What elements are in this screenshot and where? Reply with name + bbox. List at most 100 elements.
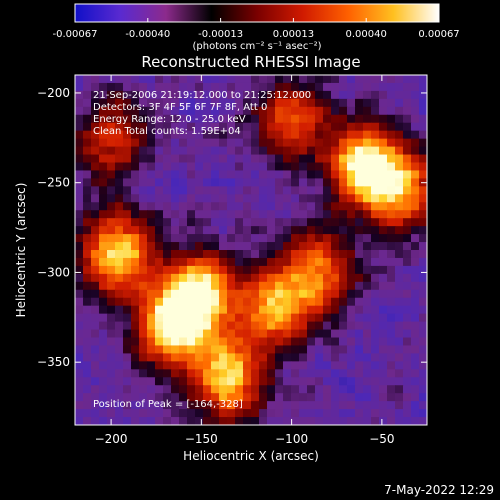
heatmap-cell bbox=[355, 82, 364, 92]
heatmap-cell bbox=[203, 202, 212, 211]
heatmap-cell bbox=[147, 361, 156, 370]
heatmap-cell bbox=[347, 202, 356, 211]
heatmap-cell bbox=[139, 281, 148, 291]
heatmap-cell bbox=[291, 321, 300, 331]
heatmap-cell bbox=[211, 210, 220, 219]
heatmap-cell bbox=[291, 202, 300, 211]
heatmap-cell bbox=[315, 170, 324, 179]
heatmap-cell bbox=[275, 130, 284, 140]
heatmap-cell bbox=[251, 106, 260, 116]
heatmap-cell bbox=[251, 194, 260, 203]
heatmap-cell bbox=[411, 75, 420, 84]
heatmap-cell bbox=[283, 297, 292, 307]
heatmap-cell bbox=[227, 281, 236, 291]
heatmap-cell bbox=[299, 345, 308, 354]
heatmap-cell bbox=[403, 210, 412, 219]
heatmap-cell bbox=[251, 138, 260, 148]
heatmap-cell bbox=[83, 257, 92, 267]
heatmap-cell bbox=[219, 162, 228, 172]
heatmap-cell bbox=[387, 337, 396, 347]
heatmap-cell bbox=[379, 98, 388, 108]
heatmap-cell bbox=[235, 226, 244, 235]
heatmap-cell bbox=[371, 75, 380, 84]
heatmap-cell bbox=[323, 273, 332, 283]
heatmap-cell bbox=[195, 186, 204, 195]
heatmap-cell bbox=[251, 313, 260, 323]
heatmap-cell bbox=[99, 186, 108, 195]
heatmap-cell bbox=[339, 218, 348, 227]
heatmap-cell bbox=[299, 162, 308, 172]
heatmap-cell bbox=[187, 234, 196, 243]
heatmap-cell bbox=[299, 257, 308, 267]
heatmap-cell bbox=[267, 138, 276, 148]
heatmap-cell bbox=[155, 90, 164, 100]
heatmap-cell bbox=[179, 146, 188, 156]
heatmap-cell bbox=[299, 401, 308, 410]
heatmap-cell bbox=[363, 122, 372, 132]
heatmap-cell bbox=[331, 82, 340, 92]
heatmap-cell bbox=[291, 170, 300, 179]
heatmap-cell bbox=[411, 170, 420, 179]
heatmap-cell bbox=[75, 361, 84, 370]
heatmap-cell bbox=[99, 210, 108, 219]
heatmap-cell bbox=[395, 226, 404, 235]
heatmap-cell bbox=[227, 321, 236, 331]
heatmap-cell bbox=[379, 369, 388, 378]
heatmap-cell bbox=[259, 297, 268, 307]
heatmap-cell bbox=[83, 122, 92, 132]
heatmap-cell bbox=[363, 409, 372, 418]
heatmap-cell bbox=[235, 75, 244, 84]
heatmap-cell bbox=[235, 122, 244, 132]
heatmap-cell bbox=[235, 409, 244, 418]
heatmap-cell bbox=[163, 273, 172, 283]
heatmap-cell bbox=[299, 170, 308, 179]
heatmap-cell bbox=[91, 146, 100, 156]
heatmap-cell bbox=[171, 202, 180, 211]
heatmap-cell bbox=[235, 393, 244, 402]
heatmap-cell bbox=[283, 345, 292, 354]
heatmap-cell bbox=[379, 297, 388, 307]
heatmap-cell bbox=[307, 146, 316, 156]
heatmap-cell bbox=[187, 162, 196, 172]
heatmap-cell bbox=[411, 138, 420, 148]
heatmap-cell bbox=[259, 202, 268, 211]
heatmap-cell bbox=[419, 297, 427, 307]
heatmap-cell bbox=[123, 242, 132, 251]
heatmap-cell bbox=[411, 345, 420, 354]
heatmap-cell bbox=[323, 162, 332, 172]
heatmap-cell bbox=[187, 305, 196, 315]
heatmap-cell bbox=[83, 329, 92, 339]
heatmap-cell bbox=[243, 234, 252, 243]
heatmap-cell bbox=[115, 329, 124, 339]
heatmap-cell bbox=[307, 242, 316, 251]
heatmap-cell bbox=[83, 385, 92, 394]
heatmap-cell bbox=[139, 186, 148, 195]
heatmap-cell bbox=[211, 289, 220, 299]
heatmap-cell bbox=[99, 122, 108, 132]
heatmap-cell bbox=[147, 138, 156, 148]
heatmap-cell bbox=[203, 377, 212, 386]
heatmap-cell bbox=[291, 218, 300, 227]
annotation-line: Detectors: 3F 4F 5F 6F 7F 8F, Att 0 bbox=[93, 102, 267, 113]
heatmap-cell bbox=[283, 218, 292, 227]
heatmap-cell bbox=[99, 353, 108, 362]
heatmap-cell bbox=[131, 114, 140, 124]
heatmap-cell bbox=[139, 154, 148, 164]
heatmap-cell bbox=[395, 273, 404, 283]
heatmap-cell bbox=[315, 305, 324, 315]
heatmap-cell bbox=[115, 162, 124, 172]
heatmap-cell bbox=[147, 82, 156, 92]
heatmap-cell bbox=[251, 218, 260, 227]
heatmap-cell bbox=[347, 186, 356, 195]
heatmap-cell bbox=[211, 234, 220, 243]
heatmap-cell bbox=[339, 345, 348, 354]
heatmap-cell bbox=[355, 234, 364, 243]
heatmap-cell bbox=[195, 377, 204, 386]
heatmap-cell bbox=[235, 242, 244, 251]
heatmap-cell bbox=[227, 162, 236, 172]
heatmap-cell bbox=[155, 401, 164, 410]
heatmap-cell bbox=[395, 75, 404, 84]
heatmap-cell bbox=[371, 202, 380, 211]
heatmap-cell bbox=[75, 329, 84, 339]
heatmap-cell bbox=[275, 361, 284, 370]
